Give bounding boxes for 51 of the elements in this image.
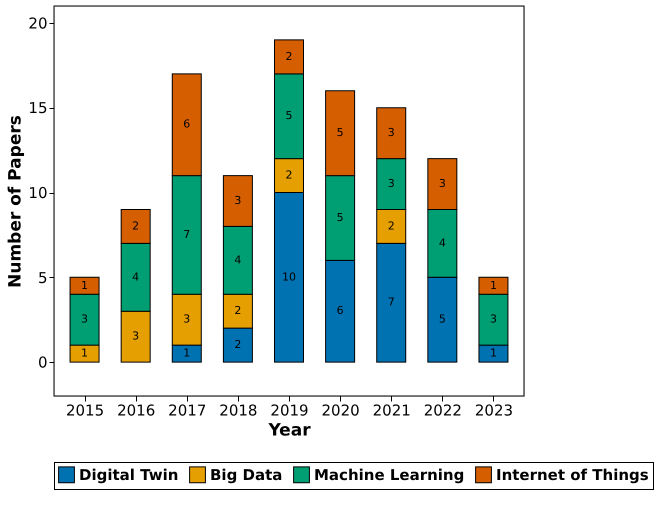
data-label: 1 bbox=[81, 346, 88, 360]
data-label: 10 bbox=[282, 270, 296, 284]
y-tick-label: 0 bbox=[38, 354, 48, 372]
x-tick-label: 2019 bbox=[270, 402, 309, 420]
data-label: 3 bbox=[183, 312, 190, 326]
data-label: 6 bbox=[183, 118, 190, 131]
x-tick-label: 2017 bbox=[168, 402, 206, 420]
data-label: 1 bbox=[490, 346, 497, 360]
data-label: 3 bbox=[438, 177, 446, 190]
data-label: 6 bbox=[336, 304, 344, 318]
y-tick-label: 15 bbox=[28, 99, 48, 118]
data-label: 7 bbox=[388, 296, 395, 309]
legend-label: Machine Learning bbox=[314, 466, 464, 484]
data-label: 4 bbox=[132, 270, 140, 284]
data-label: 4 bbox=[234, 253, 242, 266]
legend-label: Big Data bbox=[210, 466, 282, 484]
data-label: 1 bbox=[183, 346, 190, 360]
x-tick-label: 2023 bbox=[474, 402, 514, 420]
x-axis-title: Year bbox=[267, 420, 312, 440]
y-axis-title: Number of Papers bbox=[5, 115, 26, 288]
data-label: 4 bbox=[438, 236, 446, 250]
data-label: 3 bbox=[388, 126, 395, 140]
data-label: 5 bbox=[286, 109, 292, 122]
x-tick-label: 2015 bbox=[66, 402, 104, 420]
data-label: 3 bbox=[234, 194, 242, 207]
data-label: 3 bbox=[388, 177, 395, 190]
data-label: 7 bbox=[183, 228, 190, 241]
data-label: 2 bbox=[286, 50, 292, 63]
data-label: 1 bbox=[490, 278, 497, 292]
x-tick-label: 2020 bbox=[322, 402, 360, 420]
data-label: 2 bbox=[234, 304, 242, 318]
x-tick-label: 2016 bbox=[117, 402, 156, 420]
data-label: 2 bbox=[388, 219, 395, 232]
x-tick-label: 2022 bbox=[424, 402, 462, 420]
data-label: 3 bbox=[490, 312, 497, 326]
y-tick-label: 10 bbox=[28, 184, 48, 202]
x-tick-label: 2018 bbox=[219, 402, 258, 420]
data-label: 3 bbox=[132, 330, 140, 343]
y-tick-label: 20 bbox=[28, 14, 48, 32]
data-label: 2 bbox=[132, 219, 140, 232]
x-tick-label: 2021 bbox=[372, 402, 411, 420]
y-tick-label: 5 bbox=[38, 268, 48, 287]
data-label: 3 bbox=[81, 312, 88, 326]
data-label: 5 bbox=[336, 126, 344, 140]
legend-label: Internet of Things bbox=[496, 466, 649, 484]
data-label: 5 bbox=[438, 312, 446, 326]
legend-label: Digital Twin bbox=[79, 466, 178, 484]
data-label: 1 bbox=[81, 278, 88, 292]
data-label: 2 bbox=[286, 168, 292, 182]
data-label: 5 bbox=[336, 210, 344, 224]
data-label: 2 bbox=[234, 338, 242, 352]
